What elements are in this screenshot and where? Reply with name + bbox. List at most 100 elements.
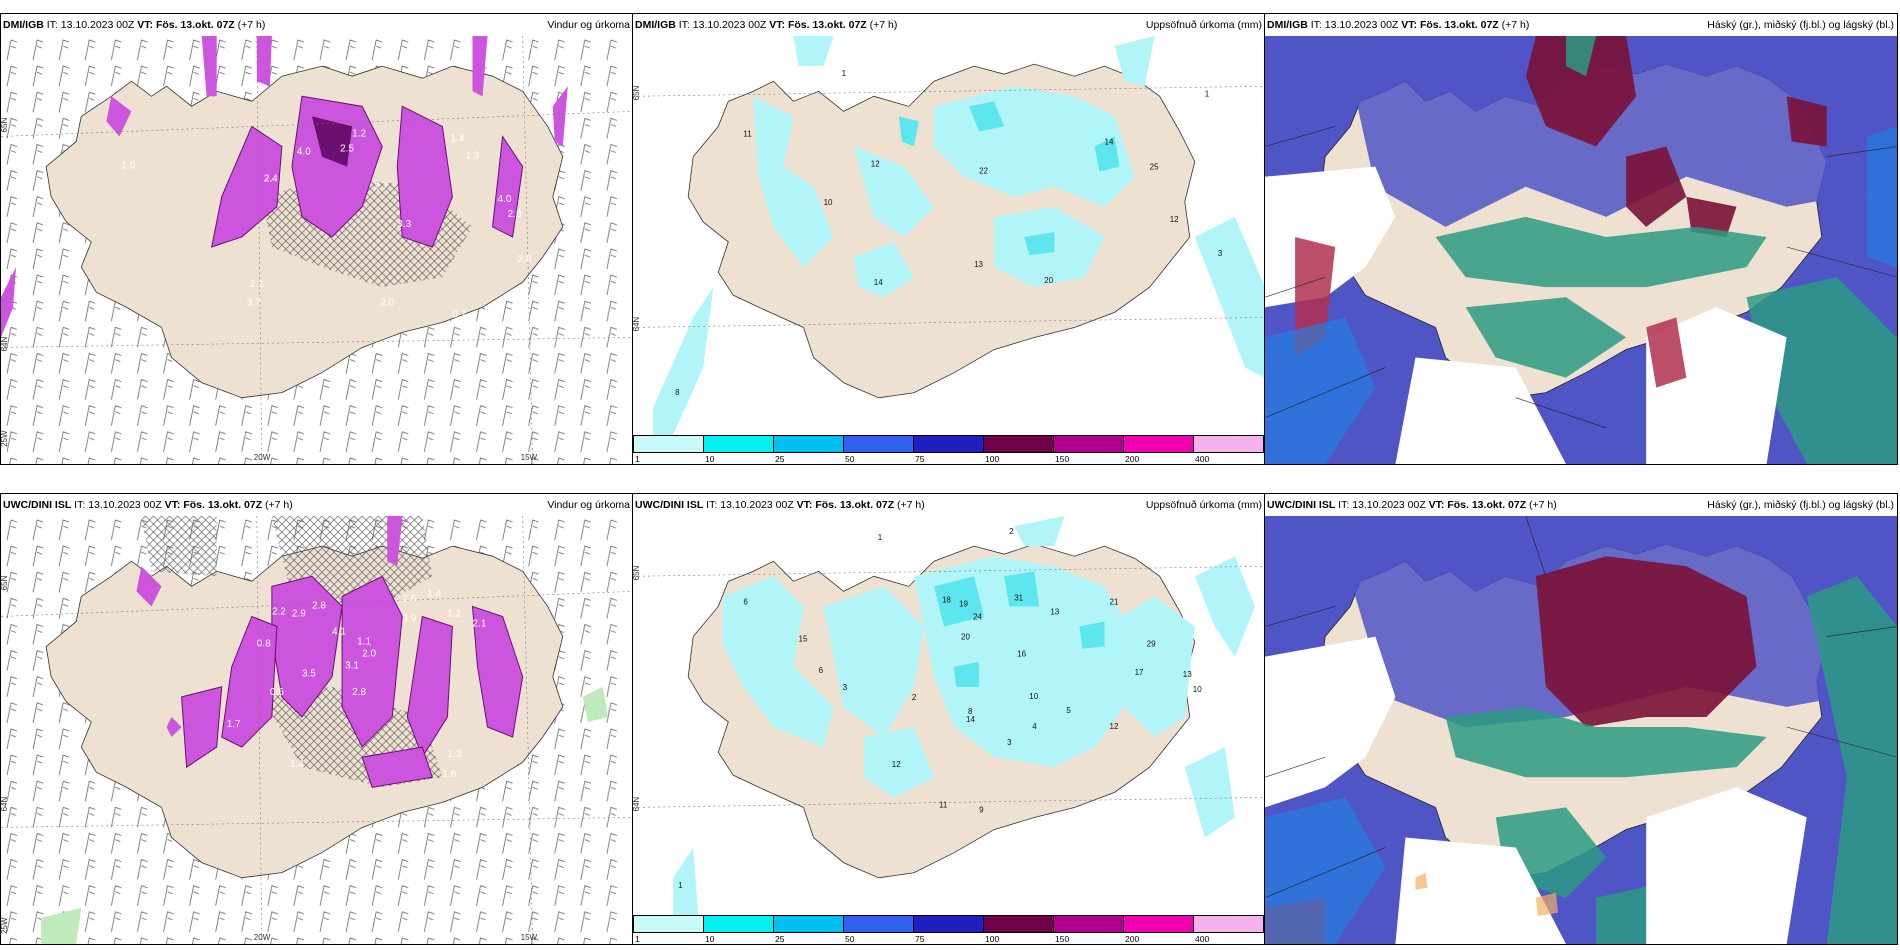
colorbar-tick-label: 10 — [705, 934, 715, 944]
map-panel-wind-precip-dmi: DMI/IGB IT: 13.10.2023 00Z VT: Fös. 13.o… — [0, 13, 634, 465]
map-value-label: 10 — [1029, 692, 1038, 701]
map-value-label: 18 — [942, 595, 951, 604]
map-value-label: 1 — [842, 69, 847, 78]
map-value-label: 2.0 — [380, 297, 394, 308]
map-value-label: 11 — [743, 129, 752, 138]
it-label: IT: — [46, 19, 58, 31]
map-value-label: 10 — [824, 198, 833, 207]
panel-header: DMI/IGB IT: 13.10.2023 00Z VT: Fös. 13.o… — [1265, 14, 1897, 36]
map-value-label: 19 — [959, 599, 968, 608]
map-value-label: 3.5 — [302, 669, 316, 680]
map-value-label: 1.3 — [447, 749, 461, 760]
map-value-label: 24 — [973, 613, 982, 622]
colorbar-tick-label: 100 — [985, 934, 1000, 944]
map-value-label: 2.1 — [250, 279, 264, 290]
map-value-label: 1.4 — [450, 133, 464, 144]
colorbar-swatch — [1053, 435, 1124, 453]
model-name: DMI/IGB — [3, 19, 44, 31]
map-value-label: 1.4 — [427, 588, 441, 599]
vt-label: VT: — [1428, 499, 1445, 511]
map-value-label: 1.0 — [121, 161, 135, 172]
panel-header: UWC/DINI ISL IT: 13.10.2023 00Z VT: Fös.… — [633, 494, 1265, 516]
map-value-label: 8 — [675, 388, 680, 397]
colorbar-tick-label: 75 — [915, 934, 925, 944]
map-value-label: 3 — [843, 683, 848, 692]
valid-time: Fös. 13.okt. 07Z — [183, 499, 263, 511]
colorbar-tick-label: 50 — [845, 934, 855, 944]
colorbar-tick-label: 50 — [845, 454, 855, 464]
map-area[interactable]: 65N 64N 25W 20W 15W 2.4 2.1 1.0 3.7 2.0 3.3 4.… — [1, 36, 633, 464]
valid-time: Fös. 13.okt. 07Z — [815, 499, 895, 511]
map-value-label: 1.2 — [352, 128, 366, 139]
model-name: UWC/DINI ISL — [635, 499, 704, 511]
valid-time: Fös. 13.okt. 07Z — [1447, 499, 1527, 511]
map-value-label: 1 — [678, 881, 683, 890]
colorbar-tick-label: 200 — [1125, 934, 1140, 944]
map-value-label: 1 — [1205, 89, 1210, 98]
map-value-label: 1.1 — [357, 637, 371, 648]
init-time: 13.10.2023 00Z — [1324, 19, 1399, 31]
grid-lines — [1, 36, 633, 464]
map-value-label: 2.4 — [264, 174, 278, 185]
precip-shading — [673, 516, 1255, 915]
cloud-shading — [1265, 36, 1897, 464]
map-area[interactable] — [1265, 36, 1897, 464]
map-value-label: 12 — [871, 160, 880, 169]
lat-label: 64N — [633, 317, 641, 332]
map-value-label: 11 — [939, 800, 948, 809]
lead-time: (+7 h) — [1529, 499, 1557, 511]
map-panel-wind-precip-uwc: UWC/DINI ISL IT: 13.10.2023 00Z VT: Fös.… — [0, 493, 634, 945]
colorbar-tick-label: 400 — [1195, 934, 1210, 944]
precip-values: 2.4 2.1 1.0 3.7 2.0 3.3 4.0 2.8 2.7 2.5 1.41.3 4.0 2… — [121, 128, 532, 320]
colorbar-swatch — [773, 915, 844, 933]
map-value-label: 12 — [1170, 215, 1179, 224]
map-value-label: 3.9 — [402, 613, 416, 624]
map-value-label: 2 — [912, 693, 917, 702]
product-title: Háský (gr.), miðský (fj.bl.) og lágský (… — [1707, 19, 1894, 31]
precip-shading-heavy — [933, 571, 1105, 687]
lead-time: (+7 h) — [869, 19, 898, 31]
map-value-label: 1.7 — [227, 719, 241, 730]
colorbar-swatch — [843, 435, 914, 453]
panel-header: UWC/DINI ISL IT: 13.10.2023 00Z VT: Fös.… — [1265, 494, 1897, 516]
map-area[interactable]: 65N 64N 25W 20W 15W 2.9 2.8 3.5 2.2 1.4 3.9 2.… — [1, 516, 633, 944]
cloud-shading — [1265, 516, 1897, 944]
colorbar-tick-label: 100 — [985, 454, 1000, 464]
colorbar-tick-label: 75 — [915, 454, 925, 464]
lat-label: 64N — [633, 797, 641, 812]
colorbar-swatch — [843, 915, 914, 933]
init-time: 13.10.2023 00Z — [60, 19, 135, 31]
lat-label: 64N — [1, 337, 9, 352]
grid-lines — [633, 85, 1265, 328]
colorbar-swatch — [983, 435, 1054, 453]
colorbar-swatch — [983, 915, 1054, 933]
lat-label: 65N — [1, 575, 9, 590]
map-area[interactable]: 65N 64N 1 2 6 15 18 19 24 31 13 21 29 17 13 10 16 8 10 12… — [633, 516, 1265, 915]
product-title: Vindur og úrkoma — [547, 499, 630, 511]
map-value-label: 3.7 — [247, 297, 261, 308]
valid-time: Fös. 13.okt. 07Z — [1419, 19, 1499, 31]
map-value-label: 13 — [1050, 607, 1059, 616]
colorbar-tick-label: 10 — [705, 454, 715, 464]
map-area[interactable]: 65N 64N 1 11 12 10 22 14 25 12 13 14 20 8 1 3 — [633, 36, 1265, 435]
lon-label: 25W — [1, 917, 9, 934]
colorbar-swatch — [1123, 435, 1194, 453]
map-value-label: 5 — [1066, 706, 1071, 715]
map-area[interactable] — [1265, 516, 1897, 944]
lead-time: (+7 h) — [265, 499, 293, 511]
valid-time: Fös. 13.okt. 07Z — [155, 19, 235, 31]
map-value-label: 2.1 — [472, 619, 486, 630]
colorbar-swatch — [913, 915, 984, 933]
map-value-label: 1.3 — [465, 151, 479, 162]
map-value-label: 25 — [1150, 163, 1159, 172]
map-value-label: 1.4 — [290, 759, 304, 770]
map-value-label: 2.9 — [292, 608, 306, 619]
map-value-label: 17 — [1135, 668, 1144, 677]
map-panel-clouds-uwc: UWC/DINI ISL IT: 13.10.2023 00Z VT: Fös.… — [1264, 493, 1898, 945]
map-value-label: 0.6 — [270, 687, 284, 698]
it-label: IT: — [74, 499, 86, 511]
map-value-label: 21 — [1110, 597, 1119, 606]
model-name: UWC/DINI ISL — [3, 499, 72, 511]
colorbar-swatch — [703, 435, 774, 453]
